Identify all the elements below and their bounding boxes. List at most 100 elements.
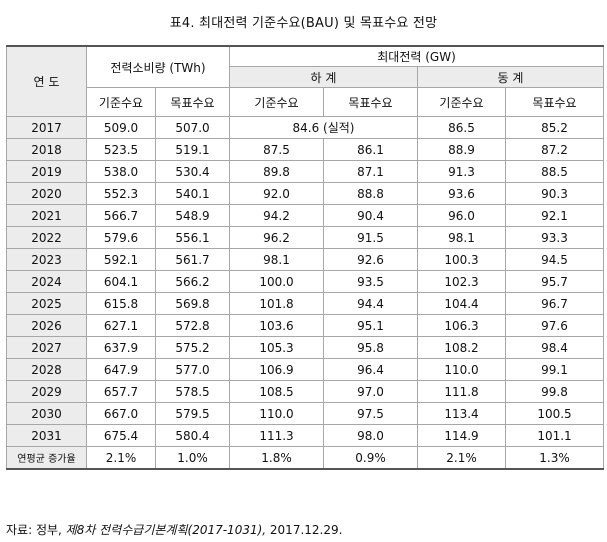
cell: 102.3 (417, 270, 506, 293)
cell: 93.3 (504, 226, 605, 249)
table-row: 2018 523.5 519.1 87.5 86.1 88.9 87.2 (6, 138, 605, 161)
cell: 108.5 (229, 380, 324, 403)
cell: 572.8 (155, 314, 230, 337)
cell: 87.1 (323, 160, 418, 183)
cell: 579.6 (86, 226, 156, 249)
year-cell: 2022 (6, 226, 87, 249)
table-row: 2019 538.0 530.4 89.8 87.1 91.3 88.5 (6, 160, 605, 183)
cell: 101.8 (229, 292, 324, 315)
cell: 91.3 (417, 160, 506, 183)
cell: 615.8 (86, 292, 156, 315)
cell: 113.4 (417, 402, 506, 425)
cell: 106.9 (229, 358, 324, 381)
cell: 88.8 (323, 182, 418, 205)
cell: 95.8 (323, 336, 418, 359)
cell: 556.1 (155, 226, 230, 249)
cell: 509.0 (86, 116, 156, 139)
source-prefix: 자료: 정부, (6, 523, 66, 537)
source-note: 자료: 정부, 제8차 전력수급기본계획(2017-1031), 2017.12… (6, 521, 342, 538)
cell: 552.3 (86, 182, 156, 205)
cell: 98.1 (229, 248, 324, 271)
cell: 507.0 (155, 116, 230, 139)
year-cell: 2021 (6, 204, 87, 227)
cell: 95.1 (323, 314, 418, 337)
table-row: 2017 509.0 507.0 84.6 (실적) 86.5 85.2 (6, 116, 605, 139)
cell: 100.0 (229, 270, 324, 293)
cell: 94.5 (504, 248, 605, 271)
cell: 98.0 (323, 424, 418, 447)
winter-header: 동 계 (416, 66, 605, 88)
cell: 627.1 (86, 314, 156, 337)
year-cell: 2030 (6, 402, 87, 425)
cell: 111.3 (229, 424, 324, 447)
table-row: 2027 637.9 575.2 105.3 95.8 108.2 98.4 (6, 336, 605, 359)
year-cell: 2028 (6, 358, 87, 381)
cell: 96.0 (417, 204, 506, 227)
summer-base-header: 기준수요 (229, 87, 324, 117)
cell: 675.4 (86, 424, 156, 447)
cell: 579.5 (155, 402, 230, 425)
year-cell: 2027 (6, 336, 87, 359)
year-cell: 2018 (6, 138, 87, 161)
year-cell: 2029 (6, 380, 87, 403)
demand-forecast-table: 연 도 전력소비량 (TWh) 최대전력 (GW) 하 계 동 계 기준수요 목… (6, 45, 605, 470)
cell: 96.2 (229, 226, 324, 249)
table-row: 2024 604.1 566.2 100.0 93.5 102.3 95.7 (6, 270, 605, 293)
cell: 93.5 (323, 270, 418, 293)
cell: 101.1 (504, 424, 605, 447)
cell: 92.1 (504, 204, 605, 227)
year-cell: 2025 (6, 292, 87, 315)
cell: 604.1 (86, 270, 156, 293)
cell: 96.7 (504, 292, 605, 315)
cell: 2.1% (417, 446, 506, 470)
table-row: 2022 579.6 556.1 96.2 91.5 98.1 93.3 (6, 226, 605, 249)
cell: 98.1 (417, 226, 506, 249)
cell: 566.2 (155, 270, 230, 293)
cell: 94.2 (229, 204, 324, 227)
cell: 578.5 (155, 380, 230, 403)
cell: 99.8 (504, 380, 605, 403)
table-row: 2025 615.8 569.8 101.8 94.4 104.4 96.7 (6, 292, 605, 315)
cell: 92.6 (323, 248, 418, 271)
cell: 110.0 (417, 358, 506, 381)
growth-rate-label: 연평균 증가율 (6, 446, 87, 470)
cell: 519.1 (155, 138, 230, 161)
table-row: 2026 627.1 572.8 103.6 95.1 106.3 97.6 (6, 314, 605, 337)
cell: 580.4 (155, 424, 230, 447)
cell: 566.7 (86, 204, 156, 227)
cell: 97.0 (323, 380, 418, 403)
cell: 108.2 (417, 336, 506, 359)
cell: 577.0 (155, 358, 230, 381)
cell: 105.3 (229, 336, 324, 359)
cell: 1.0% (155, 446, 230, 470)
cell: 592.1 (86, 248, 156, 271)
consumption-base-header: 기준수요 (86, 87, 156, 117)
cell: 86.1 (323, 138, 418, 161)
cell: 1.3% (504, 446, 605, 470)
cell: 93.6 (417, 182, 506, 205)
cell: 91.5 (323, 226, 418, 249)
year-cell: 2019 (6, 160, 87, 183)
table-row: 2030 667.0 579.5 110.0 97.5 113.4 100.5 (6, 402, 605, 425)
cell: 540.1 (155, 182, 230, 205)
cell: 114.9 (417, 424, 506, 447)
year-header: 연 도 (6, 45, 87, 117)
cell: 87.2 (504, 138, 605, 161)
cell: 103.6 (229, 314, 324, 337)
table-row: 연평균 증가율 2.1% 1.0% 1.8% 0.9% 2.1% 1.3% (6, 446, 605, 470)
consumption-target-header: 목표수요 (155, 87, 230, 117)
table-row: 2023 592.1 561.7 98.1 92.6 100.3 94.5 (6, 248, 605, 271)
cell: 667.0 (86, 402, 156, 425)
year-cell: 2024 (6, 270, 87, 293)
summer-header: 하 계 (229, 66, 418, 88)
table-row: 2028 647.9 577.0 106.9 96.4 110.0 99.1 (6, 358, 605, 381)
year-cell: 2017 (6, 116, 87, 139)
cell: 523.5 (86, 138, 156, 161)
cell: 104.4 (417, 292, 506, 315)
year-cell: 2023 (6, 248, 87, 271)
cell: 1.8% (229, 446, 324, 470)
cell: 106.3 (417, 314, 506, 337)
cell: 575.2 (155, 336, 230, 359)
cell: 95.7 (504, 270, 605, 293)
table-row: 2029 657.7 578.5 108.5 97.0 111.8 99.8 (6, 380, 605, 403)
